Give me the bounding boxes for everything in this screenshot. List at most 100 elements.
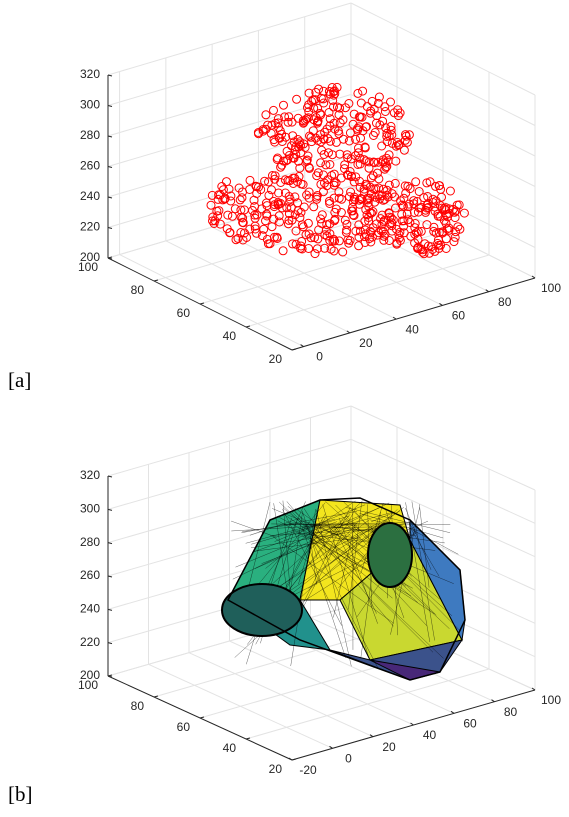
point-marker [387, 98, 395, 106]
tick-mark [108, 106, 112, 107]
point-marker [246, 186, 254, 194]
tick-mark [246, 326, 250, 327]
point-marker [246, 176, 254, 184]
y-tick-label: 40 [223, 329, 237, 343]
point-marker [294, 114, 302, 122]
point-marker [238, 194, 246, 202]
tick-mark [200, 303, 204, 304]
point-marker [270, 106, 278, 114]
tick-mark [108, 576, 112, 577]
x-tick-label: 20 [382, 740, 396, 754]
tick-mark [108, 609, 112, 610]
point-marker [295, 173, 303, 181]
point-marker [332, 179, 340, 187]
mesh-cap [222, 584, 302, 636]
y-tick-label: 40 [223, 741, 237, 755]
x-tick-label: 60 [452, 309, 466, 323]
x-tick-label: 40 [423, 728, 437, 742]
point-marker [371, 129, 379, 137]
point-marker [392, 157, 400, 165]
tick-mark [108, 509, 112, 510]
figure: [a] [b] 20022024026028030032020406080100… [0, 0, 569, 812]
point-marker [280, 101, 288, 109]
point-marker [228, 212, 236, 220]
tick-mark [292, 759, 296, 760]
point-marker [446, 187, 454, 195]
tick-mark [108, 228, 112, 229]
panel-label: [a] [8, 368, 31, 392]
y-tick-label: 100 [78, 260, 98, 274]
x-tick-label: 100 [541, 693, 561, 707]
z-tick-label: 300 [80, 502, 100, 516]
x-tick-label: 80 [504, 705, 518, 719]
z-tick-label: 220 [80, 220, 100, 234]
y-tick-label: 80 [131, 699, 145, 713]
point-marker [317, 159, 325, 167]
point-marker [293, 95, 301, 103]
tick-mark [154, 280, 158, 281]
z-tick-label: 280 [80, 128, 100, 142]
x-tick-label: 100 [541, 281, 561, 295]
y-tick-label: 60 [177, 306, 191, 320]
z-tick-label: 220 [80, 635, 100, 649]
tick-mark [108, 476, 112, 477]
z-tick-label: 240 [80, 602, 100, 616]
tick-mark [108, 197, 112, 198]
tick-mark [108, 675, 112, 676]
grid-line [246, 669, 489, 739]
tick-mark [108, 257, 112, 258]
point-marker [311, 250, 319, 258]
z-tick-label: 240 [80, 189, 100, 203]
point-marker [357, 134, 365, 142]
x-tick-label: -20 [299, 763, 317, 777]
mesh-cap [368, 523, 412, 587]
point-marker [454, 223, 462, 231]
x-tick-label: 0 [345, 752, 352, 766]
x-tick-label: 60 [463, 717, 477, 731]
point-marker [354, 89, 362, 97]
grid-line [154, 209, 397, 281]
x-axis [292, 278, 535, 350]
panel-label: [b] [8, 782, 33, 806]
point-marker [438, 193, 446, 201]
z-tick-label: 320 [80, 67, 100, 81]
point-marker [406, 185, 414, 193]
z-tick-label: 260 [80, 568, 100, 582]
point-marker [378, 142, 386, 150]
tick-mark [154, 696, 158, 697]
point-marker [268, 223, 276, 231]
tick-mark [200, 717, 204, 718]
point-marker [412, 178, 420, 186]
grid-line [108, 34, 351, 106]
point-marker [231, 205, 239, 213]
z-tick-label: 260 [80, 159, 100, 173]
x-tick-label: 80 [498, 295, 512, 309]
point-marker [223, 178, 231, 186]
z-tick-label: 280 [80, 535, 100, 549]
point-marker [262, 111, 270, 119]
chart: 2002202402602803003202040608010002040608… [78, 3, 561, 366]
point-marker [279, 247, 287, 255]
y-tick-label: 100 [78, 678, 98, 692]
tick-mark [108, 643, 112, 644]
point-marker [236, 196, 244, 204]
z-tick-label: 320 [80, 468, 100, 482]
point-marker [359, 87, 367, 95]
tick-mark [108, 543, 112, 544]
tick-mark [108, 136, 112, 137]
x-tick-label: 40 [405, 322, 419, 336]
tick-mark [108, 167, 112, 168]
tick-mark [246, 738, 250, 739]
point-marker [370, 132, 378, 140]
y-tick-label: 80 [131, 283, 145, 297]
z-tick-label: 300 [80, 98, 100, 112]
point-marker [277, 179, 285, 187]
point-marker [336, 150, 344, 158]
point-marker [339, 248, 347, 256]
y-tick-label: 60 [177, 720, 191, 734]
tick-mark [108, 75, 112, 76]
x-tick-label: 20 [359, 336, 373, 350]
point-marker [338, 195, 346, 203]
tick-mark [292, 349, 296, 350]
x-tick-label: 0 [316, 350, 323, 364]
